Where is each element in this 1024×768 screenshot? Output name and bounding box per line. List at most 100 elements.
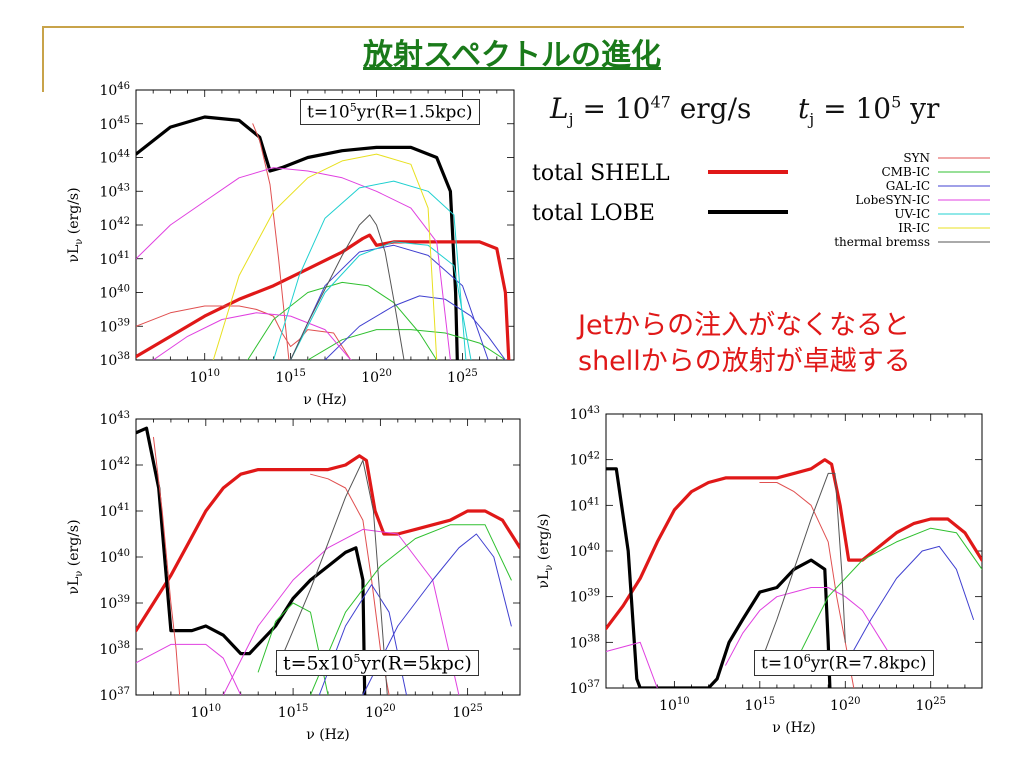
series-cmb-ic: [257, 602, 329, 695]
y-tick-label: 1041: [99, 250, 130, 268]
series-syn: [310, 473, 390, 695]
comment-line-1: Jetからの注入がなくなると: [578, 310, 911, 341]
y-tick-label: 1042: [99, 216, 130, 234]
series-cmb-ic: [307, 329, 506, 360]
y-tick-label: 1038: [569, 633, 600, 651]
y-tick-label: 1041: [99, 502, 130, 520]
legend-label-ir-ic: IR-IC: [898, 221, 930, 235]
y-tick-label: 1042: [569, 451, 600, 469]
plot-frame: [605, 413, 983, 689]
x-tick-label: 1025: [915, 696, 946, 714]
legend-area: Lj = 1047 erg/s tj = 105 yr total SHELL t…: [520, 86, 1000, 276]
y-tick-label: 1037: [569, 679, 600, 697]
series-lobesyn-ic: [606, 641, 658, 688]
series-total-shell: [136, 454, 520, 633]
y-tick-label: 1039: [99, 594, 130, 612]
annotation-comment: Jetからの注入がなくなると shellからの放射が卓越する: [578, 308, 911, 380]
legend-swatches: total SHELL total LOBE SYNCMB-ICGAL-ICLob…: [532, 151, 990, 249]
series-total-lobe: [136, 115, 459, 360]
y-tick-label: 1043: [569, 405, 600, 423]
series-syn: [136, 305, 352, 360]
y-axis-label: νLν (erg/s): [536, 513, 555, 588]
series-gal-ic: [844, 545, 974, 666]
x-tick-label: 1025: [447, 368, 478, 386]
x-tick-label: 1010: [191, 703, 222, 721]
x-tick-label: 1025: [452, 703, 483, 721]
series-uv-ic: [290, 241, 472, 360]
series-lobesyn-ic: [725, 587, 897, 666]
y-tick-label: 1040: [99, 284, 130, 302]
panel-label-t1e6: t=106yr(R=7.8kpc): [754, 650, 934, 676]
series-cmb-ic: [310, 524, 512, 695]
series-total-shell: [136, 233, 511, 360]
x-ticks: 1010 1015 1020 1025: [191, 703, 483, 721]
jet-luminosity: Lj = 1047 erg/s: [550, 92, 752, 129]
x-tick-label: 1020: [361, 368, 392, 386]
chart-bottom-right: 1010 1015 1020 1025 1037 1038 1039 1040 1041 1042…: [536, 405, 983, 736]
x-tick-label: 1015: [278, 703, 309, 721]
x-axis-label: ν (Hz): [772, 720, 815, 736]
legend-label-total-shell: total SHELL: [532, 161, 670, 186]
y-tick-label: 1043: [99, 410, 130, 428]
x-tick-label: 1010: [189, 368, 220, 386]
series-total-lobe: [606, 467, 832, 688]
series-lobesyn-ic: [136, 643, 242, 695]
series-total-lobe: [136, 426, 367, 695]
chart-bottom-left: 1010 1015 1020 1025 1037 1038 1039 1040 1041 1042…: [66, 410, 521, 743]
x-tick-label: 1015: [275, 368, 306, 386]
y-tick-label: 1044: [99, 149, 130, 167]
y-tick-label: 1046: [99, 81, 130, 99]
chart-top-left: 1010 1015 1020 1025 1038 1039 1040 1041 1042 1043…: [66, 81, 515, 408]
panel-label-t1e5: t=105yr(R=1.5kpc): [300, 99, 480, 125]
y-tick-label: 1039: [99, 317, 130, 335]
x-ticks: 1010 1015 1020 1025: [659, 696, 946, 714]
y-tick-label: 1039: [569, 588, 600, 606]
y-tick-label: 1041: [569, 496, 600, 514]
y-ticks: 1037 1038 1039 1040 1041 1042 1043: [99, 410, 130, 704]
jet-duration: tj = 105 yr: [798, 92, 940, 129]
y-ticks: 1037 1038 1039 1040 1041 1042 1043: [569, 405, 600, 697]
y-axis-label: νLν (erg/s): [66, 187, 85, 262]
x-axis-label: ν (Hz): [306, 727, 349, 743]
series-lobesyn-ic: [222, 528, 460, 695]
series-thermal-bremss: [275, 459, 388, 695]
series-syn: [252, 123, 290, 360]
series-gal-ic: [324, 295, 506, 360]
y-tick-label: 1045: [99, 115, 130, 133]
y-tick-label: 1040: [569, 542, 600, 560]
panel-label-t5e5: t=5x105yr(R=5kpc): [276, 650, 479, 677]
slide-title: 放射スペクトルの進化: [363, 38, 661, 73]
legend-label-syn: SYN: [903, 151, 930, 165]
series-gal-ic: [362, 533, 512, 695]
x-ticks: 1010 1015 1020 1025: [189, 368, 477, 386]
y-tick-label: 1040: [99, 548, 130, 566]
series-total-shell: [606, 458, 982, 631]
series-syn: [153, 436, 181, 695]
series-ir-ic: [212, 153, 438, 360]
legend-label-total-lobe: total LOBE: [532, 201, 655, 226]
legend-label-lobesyn-ic: LobeSYN-IC: [855, 193, 930, 207]
y-tick-label: 1037: [99, 686, 130, 704]
series-thermal-bremss: [759, 472, 846, 666]
series-uv-ic: [273, 180, 467, 360]
series-lobesyn-ic: [152, 312, 352, 360]
legend-label-cmb-ic: CMB-IC: [882, 165, 931, 179]
series-gal-ic: [290, 244, 489, 360]
legend-label-gal-ic: GAL-IC: [886, 179, 930, 193]
series-syn: [759, 482, 855, 688]
y-ticks: 1038 1039 1040 1041 1042 1043 1044 1045 1046: [99, 81, 130, 369]
comment-line-2: shellからの放射が卓越する: [578, 346, 911, 377]
series-gal-ic: [318, 584, 407, 695]
title-rule-left: [42, 26, 44, 92]
series-lobesyn-ic: [136, 167, 451, 360]
y-tick-label: 1038: [99, 640, 130, 658]
y-tick-label: 1043: [99, 182, 130, 200]
x-tick-label: 1020: [830, 696, 861, 714]
legend-label-thermal-bremss: thermal bremss: [834, 235, 930, 249]
x-tick-label: 1015: [745, 696, 776, 714]
x-tick-label: 1020: [365, 703, 396, 721]
series-thermal-bremss: [290, 214, 405, 360]
y-tick-label: 1038: [99, 351, 130, 369]
legend-label-uv-ic: UV-IC: [894, 207, 930, 221]
x-tick-label: 1010: [659, 696, 690, 714]
